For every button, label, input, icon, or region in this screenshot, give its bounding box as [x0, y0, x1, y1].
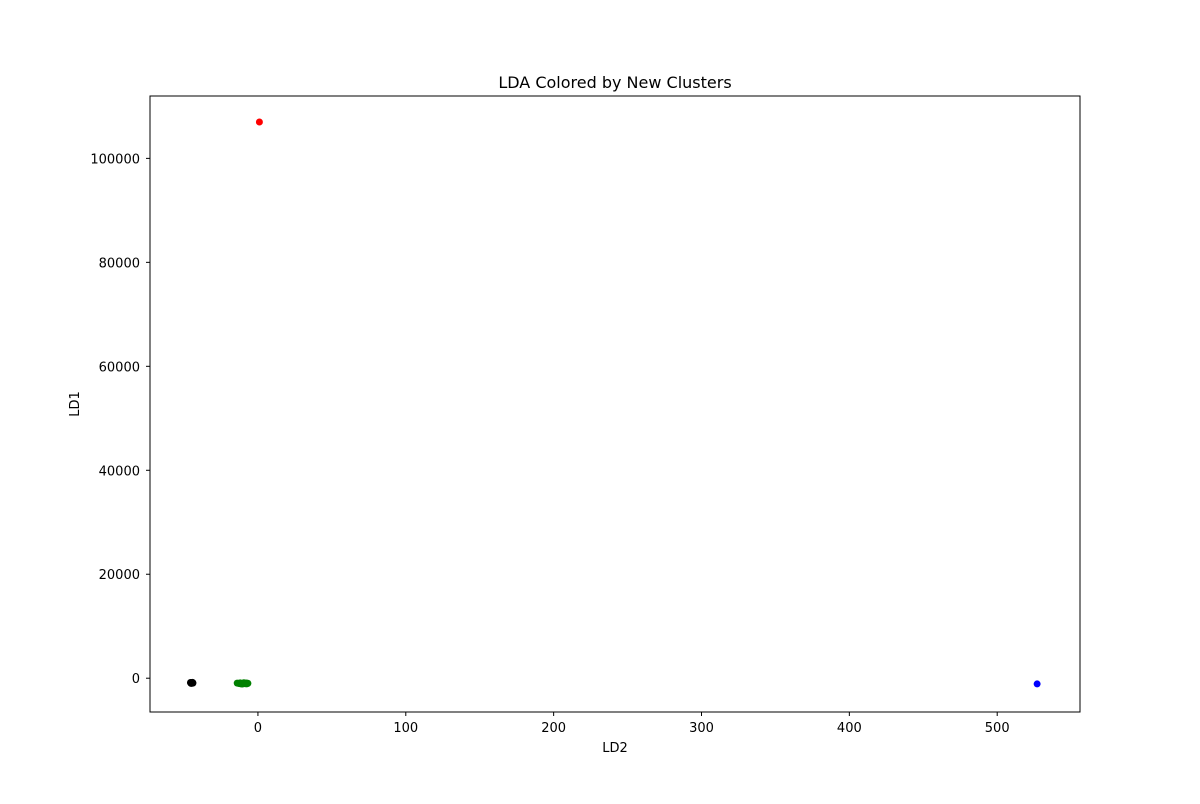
data-point [255, 118, 263, 126]
y-tick-label: 20000 [99, 568, 140, 583]
series-0 [255, 118, 263, 126]
x-tick-label: 0 [254, 721, 262, 736]
data-point [238, 680, 246, 688]
y-tick-label: 40000 [99, 464, 140, 479]
x-tick-label: 300 [689, 721, 714, 736]
y-tick-label: 0 [132, 672, 140, 687]
series-1 [187, 678, 197, 687]
chart-title: LDA Colored by New Clusters [498, 73, 731, 92]
x-tick-label: 200 [541, 721, 566, 736]
plot-area-frame [149, 95, 1081, 713]
y-tick-label: 100000 [90, 152, 140, 167]
series-2 [233, 679, 252, 688]
x-tick-label: 100 [393, 721, 418, 736]
y-axis-label: LD1 [68, 391, 83, 417]
x-tick-label: 400 [837, 721, 862, 736]
y-tick-label: 60000 [99, 360, 140, 375]
series-3 [1033, 680, 1041, 688]
x-axis-label: LD2 [602, 741, 628, 756]
data-point [1033, 680, 1041, 688]
y-tick-label: 80000 [99, 256, 140, 271]
x-tick-label: 500 [985, 721, 1010, 736]
data-point [244, 679, 252, 687]
data-point [187, 679, 195, 687]
data-points [187, 118, 1041, 688]
axis-ticks: 0 100 200 300 400 500 0 20000 40000 60000 80000 100… [90, 152, 1009, 736]
